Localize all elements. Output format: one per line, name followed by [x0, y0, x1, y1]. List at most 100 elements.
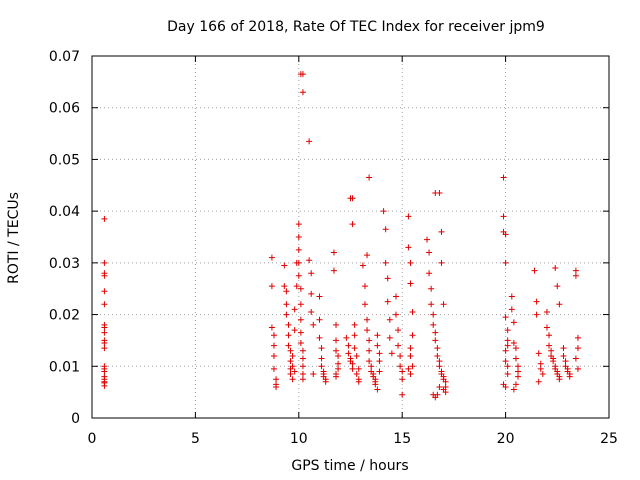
data-point — [504, 327, 511, 334]
data-point — [405, 244, 412, 251]
data-point — [366, 337, 373, 344]
data-point — [550, 358, 557, 365]
data-point — [436, 363, 443, 370]
data-point — [287, 371, 294, 378]
data-point — [270, 365, 277, 372]
data-point — [101, 301, 108, 308]
data-point — [316, 293, 323, 300]
y-tick-labels: 0 0.01 0.02 0.03 0.04 0.05 0.06 0.07 — [49, 49, 80, 427]
y-tick-label: 0.03 — [49, 256, 80, 272]
data-point — [543, 308, 550, 315]
data-point — [306, 138, 313, 145]
data-point — [101, 345, 108, 352]
plot-frame — [91, 55, 610, 419]
data-point — [322, 378, 329, 385]
data-point — [407, 280, 414, 287]
data-point — [512, 381, 519, 388]
x-tick-label: 25 — [600, 431, 618, 447]
data-point — [572, 267, 579, 274]
data-point — [308, 290, 315, 297]
data-point — [574, 345, 581, 352]
data-point — [434, 391, 441, 398]
data-point — [574, 334, 581, 341]
x-tick-label: 5 — [191, 431, 200, 447]
data-point — [355, 365, 362, 372]
data-point — [273, 376, 280, 383]
data-point — [374, 342, 381, 349]
data-point — [539, 371, 546, 378]
data-point — [283, 301, 290, 308]
data-point — [361, 301, 368, 308]
data-point — [355, 378, 362, 385]
data-point — [345, 350, 352, 357]
data-point — [382, 226, 389, 233]
y-tick-label: 0.05 — [49, 152, 80, 168]
data-point — [405, 213, 412, 220]
data-point — [283, 311, 290, 318]
data-point — [502, 231, 509, 238]
data-point — [366, 174, 373, 181]
data-point — [295, 259, 302, 266]
data-point — [291, 368, 298, 375]
data-point — [502, 358, 509, 365]
data-point — [281, 262, 288, 269]
data-point — [388, 350, 395, 357]
x-tick-label: 0 — [88, 431, 97, 447]
x-tick-label: 20 — [497, 431, 515, 447]
y-tick-label: 0.04 — [49, 204, 80, 220]
data-point — [426, 270, 433, 277]
data-point — [364, 327, 371, 334]
data-point — [407, 259, 414, 266]
data-point — [297, 316, 304, 323]
data-point — [504, 337, 511, 344]
data-point — [537, 360, 544, 367]
data-point — [436, 190, 443, 197]
data-point — [504, 342, 511, 349]
data-point — [407, 345, 414, 352]
data-point — [438, 259, 445, 266]
data-point — [101, 272, 108, 279]
data-point — [392, 293, 399, 300]
data-point — [351, 332, 358, 339]
data-point — [101, 215, 108, 222]
data-point — [299, 71, 306, 78]
data-point — [392, 311, 399, 318]
data-point — [308, 308, 315, 315]
data-point — [285, 332, 292, 339]
data-point — [399, 376, 406, 383]
axis-ticks — [91, 55, 610, 419]
data-point — [293, 283, 300, 290]
data-point — [101, 382, 108, 389]
data-point — [101, 368, 108, 375]
data-point — [374, 386, 381, 393]
data-point — [535, 378, 542, 385]
data-point — [101, 259, 108, 266]
data-point — [440, 301, 447, 308]
data-point — [399, 391, 406, 398]
data-point — [407, 352, 414, 359]
data-point — [432, 329, 439, 336]
data-point — [548, 347, 555, 354]
data-point — [299, 347, 306, 354]
data-point — [560, 352, 567, 359]
data-point — [535, 350, 542, 357]
data-point — [409, 363, 416, 370]
data-point — [409, 332, 416, 339]
data-point — [502, 383, 509, 390]
data-point — [299, 371, 306, 378]
data-point — [295, 234, 302, 240]
data-point — [374, 332, 381, 339]
data-point — [330, 267, 337, 274]
data-point — [353, 352, 360, 359]
data-point — [364, 316, 371, 323]
y-tick-label: 0.01 — [49, 359, 80, 375]
data-point — [335, 360, 342, 367]
data-point — [502, 347, 509, 354]
data-point — [299, 89, 306, 96]
data-point — [343, 334, 350, 341]
data-point — [508, 306, 515, 313]
data-point — [335, 352, 342, 359]
data-point — [285, 321, 292, 328]
data-point — [395, 327, 402, 334]
data-point — [347, 195, 354, 202]
